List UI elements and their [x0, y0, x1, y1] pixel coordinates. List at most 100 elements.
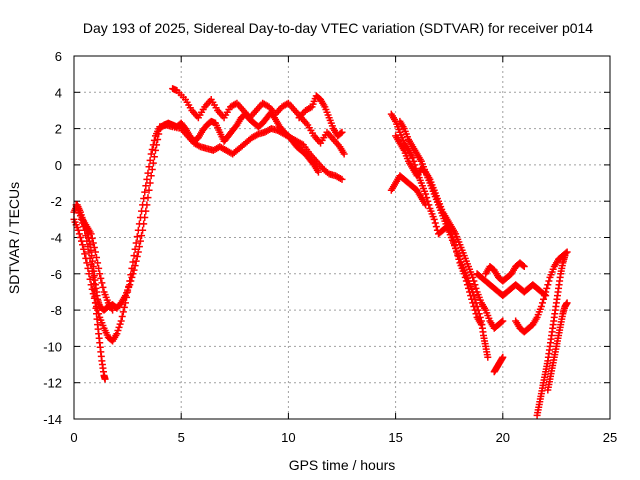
data-point	[74, 226, 82, 234]
series-sat-d	[79, 215, 117, 314]
y-tick-label: -10	[43, 339, 62, 354]
series-sat-l	[482, 259, 528, 285]
data-point	[90, 280, 98, 288]
x-tick-label: 5	[178, 430, 185, 445]
data-point	[89, 239, 97, 247]
data-point	[140, 194, 148, 202]
data-marks	[70, 85, 571, 419]
data-point	[96, 270, 104, 278]
data-point	[85, 248, 93, 256]
data-point	[132, 257, 140, 265]
data-point	[338, 128, 346, 136]
data-point	[498, 318, 506, 326]
data-point	[91, 292, 99, 300]
data-point	[119, 308, 127, 316]
data-point	[544, 281, 552, 289]
data-point	[76, 212, 84, 220]
data-point	[75, 230, 83, 238]
data-point	[93, 253, 101, 261]
data-point	[90, 286, 98, 294]
data-point	[422, 201, 430, 209]
data-point	[83, 259, 91, 267]
data-point	[133, 233, 141, 241]
data-point	[144, 194, 152, 202]
data-point	[121, 299, 129, 307]
data-point	[86, 254, 94, 262]
data-point	[422, 190, 430, 198]
y-tick-label: -8	[50, 303, 62, 318]
data-point	[136, 214, 144, 222]
data-point	[543, 284, 551, 292]
y-tick-label: 2	[55, 122, 62, 137]
plot-frame	[73, 55, 611, 420]
data-point	[470, 292, 478, 300]
series-sat-j	[387, 172, 430, 209]
data-point	[476, 313, 484, 321]
data-point	[154, 135, 162, 143]
data-point	[469, 288, 477, 296]
data-point	[91, 248, 99, 256]
data-point	[81, 250, 89, 258]
data-point	[563, 299, 571, 307]
data-point	[94, 259, 102, 267]
x-tick-label: 15	[388, 430, 402, 445]
data-point	[80, 245, 88, 253]
data-point	[540, 295, 548, 303]
data-point	[99, 283, 107, 291]
series-sat-b	[70, 121, 346, 345]
y-tick-label: -4	[50, 231, 62, 246]
data-point	[473, 302, 481, 310]
data-point	[563, 248, 571, 256]
data-point	[475, 310, 483, 318]
data-point	[141, 188, 149, 196]
x-axis-label: GPS time / hours	[289, 457, 396, 473]
data-point	[430, 215, 438, 223]
x-tick-label: 0	[70, 430, 77, 445]
data-point	[82, 232, 90, 240]
y-tick-label: 4	[55, 85, 62, 100]
x-tick-label: 20	[496, 430, 510, 445]
data-point	[474, 306, 482, 314]
data-point	[127, 271, 135, 279]
data-point	[537, 302, 545, 310]
data-point	[90, 243, 98, 251]
data-point	[84, 264, 92, 272]
axis-ticks: 0 5 10 15 20 25 -14 -12 -10 -8 -6 -4 -2 0 2 4 6	[43, 49, 617, 445]
series-sat-o	[544, 299, 571, 394]
data-point	[314, 168, 322, 176]
y-tick-label: 6	[55, 49, 62, 64]
data-point	[118, 312, 126, 320]
data-point	[151, 146, 159, 154]
data-point	[132, 239, 140, 247]
y-tick-label: -12	[43, 376, 62, 391]
y-tick-label: -6	[50, 267, 62, 282]
data-point	[471, 295, 479, 303]
data-point	[338, 175, 346, 183]
data-point	[545, 277, 553, 285]
grid-lines	[74, 56, 610, 419]
data-point	[340, 150, 348, 158]
series-sat-f	[295, 92, 346, 140]
data-point	[114, 327, 122, 335]
data-point	[499, 353, 507, 361]
data-point	[147, 150, 155, 158]
data-point	[499, 317, 507, 325]
chart-title: Day 193 of 2025, Sidereal Day-to-day VTE…	[83, 20, 593, 36]
series-sat-e	[169, 85, 348, 158]
data-point	[149, 141, 157, 149]
data-point	[95, 264, 103, 272]
data-point	[337, 129, 345, 137]
y-tick-label: -2	[50, 194, 62, 209]
x-tick-label: 10	[281, 430, 295, 445]
data-point	[117, 317, 125, 325]
y-tick-label: 0	[55, 158, 62, 173]
data-point	[146, 156, 154, 164]
data-point	[87, 261, 95, 269]
y-tick-label: -14	[43, 412, 62, 427]
data-point	[76, 234, 84, 241]
data-point	[97, 274, 105, 282]
data-point	[561, 252, 569, 260]
data-point	[133, 253, 141, 261]
series-sat-i	[396, 117, 492, 361]
